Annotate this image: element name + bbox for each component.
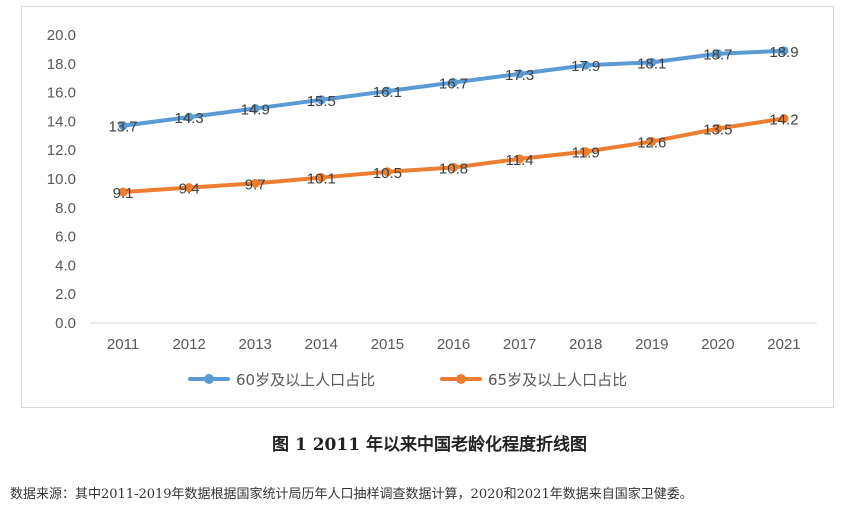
y-tick-label: 8.0 bbox=[55, 200, 76, 217]
x-tick-label: 2017 bbox=[503, 336, 536, 353]
data-point bbox=[647, 137, 657, 147]
data-point bbox=[713, 49, 723, 59]
y-tick-label: 2.0 bbox=[55, 286, 76, 303]
legend-label-1: 60岁及以上人口占比 bbox=[236, 371, 375, 389]
legend-marker-2 bbox=[456, 374, 466, 384]
data-point bbox=[118, 121, 128, 131]
x-tick-label: 2019 bbox=[635, 336, 668, 353]
data-label: 18.7 bbox=[703, 47, 732, 64]
data-point bbox=[184, 183, 194, 193]
data-point bbox=[779, 114, 789, 124]
data-label: 9.7 bbox=[245, 176, 266, 193]
data-label: 13.7 bbox=[108, 119, 137, 136]
y-tick-label: 12.0 bbox=[47, 142, 76, 159]
data-point bbox=[713, 124, 723, 134]
data-label: 10.8 bbox=[439, 160, 468, 177]
data-point bbox=[184, 112, 194, 122]
x-tick-label: 2018 bbox=[569, 336, 602, 353]
data-label: 14.3 bbox=[175, 110, 204, 127]
data-point bbox=[382, 167, 392, 177]
data-point bbox=[250, 178, 260, 188]
data-label: 17.9 bbox=[571, 58, 600, 75]
data-label: 9.1 bbox=[113, 185, 134, 202]
y-tick-label: 10.0 bbox=[47, 171, 76, 188]
data-label: 10.1 bbox=[307, 171, 336, 188]
x-tick-label: 2012 bbox=[172, 336, 205, 353]
x-tick-label: 2011 bbox=[107, 336, 139, 353]
line-chart: 0.0 2.0 4.0 6.0 8.0 10.0 12.0 14.0 16.0 18.0 20.0 2… bbox=[47, 27, 817, 389]
data-point bbox=[382, 86, 392, 96]
data-point bbox=[647, 57, 657, 67]
x-tick-label: 2021 bbox=[767, 336, 800, 353]
x-tick-label: 2020 bbox=[701, 336, 734, 353]
data-label: 14.9 bbox=[241, 101, 270, 118]
data-label: 18.1 bbox=[637, 55, 666, 72]
data-point bbox=[316, 173, 326, 183]
source-note: 数据来源：其中2011-2019年数据根据国家统计局历年人口抽样调查数据计算，2… bbox=[10, 487, 693, 502]
data-label: 11.9 bbox=[572, 145, 600, 162]
data-label: 9.4 bbox=[179, 181, 200, 198]
y-tick-label: 20.0 bbox=[47, 27, 76, 44]
data-label: 18.9 bbox=[769, 44, 798, 61]
data-label: 17.3 bbox=[505, 67, 534, 84]
data-point bbox=[449, 78, 458, 88]
y-tick-label: 0.0 bbox=[55, 315, 76, 332]
data-label: 12.6 bbox=[637, 135, 666, 152]
legend-label-2: 65岁及以上人口占比 bbox=[488, 371, 627, 389]
y-tick-label: 18.0 bbox=[47, 56, 76, 73]
data-label: 13.5 bbox=[703, 122, 732, 139]
data-point bbox=[250, 103, 260, 113]
data-label: 14.2 bbox=[769, 112, 798, 129]
data-label: 16.7 bbox=[439, 76, 468, 93]
x-tick-label: 2013 bbox=[239, 336, 272, 353]
data-point bbox=[118, 187, 128, 197]
y-tick-label: 4.0 bbox=[55, 257, 76, 274]
data-point bbox=[779, 46, 789, 56]
legend-marker-1 bbox=[204, 374, 214, 384]
data-point bbox=[515, 69, 525, 79]
data-label: 10.5 bbox=[373, 165, 402, 182]
chart-container: 0.0 2.0 4.0 6.0 8.0 10.0 12.0 14.0 16.0 18.0 20.0 2… bbox=[21, 6, 834, 408]
data-label: 15.5 bbox=[307, 93, 336, 110]
data-point bbox=[581, 60, 591, 70]
data-point bbox=[515, 154, 525, 164]
series-line-2 bbox=[121, 116, 786, 194]
data-point bbox=[449, 162, 458, 172]
data-label: 16.1 bbox=[373, 84, 402, 101]
x-tick-label: 2016 bbox=[437, 336, 470, 353]
data-point bbox=[316, 95, 326, 105]
x-tick-label: 2015 bbox=[371, 336, 404, 353]
y-tick-label: 16.0 bbox=[47, 85, 76, 102]
data-point bbox=[581, 147, 591, 157]
figure-caption: 图 1 2011 年以来中国老龄化程度折线图 bbox=[272, 435, 587, 455]
y-tick-label: 14.0 bbox=[47, 113, 76, 130]
y-tick-label: 6.0 bbox=[55, 229, 76, 246]
x-tick-label: 2014 bbox=[305, 336, 338, 353]
data-label: 11.4 bbox=[506, 152, 534, 169]
